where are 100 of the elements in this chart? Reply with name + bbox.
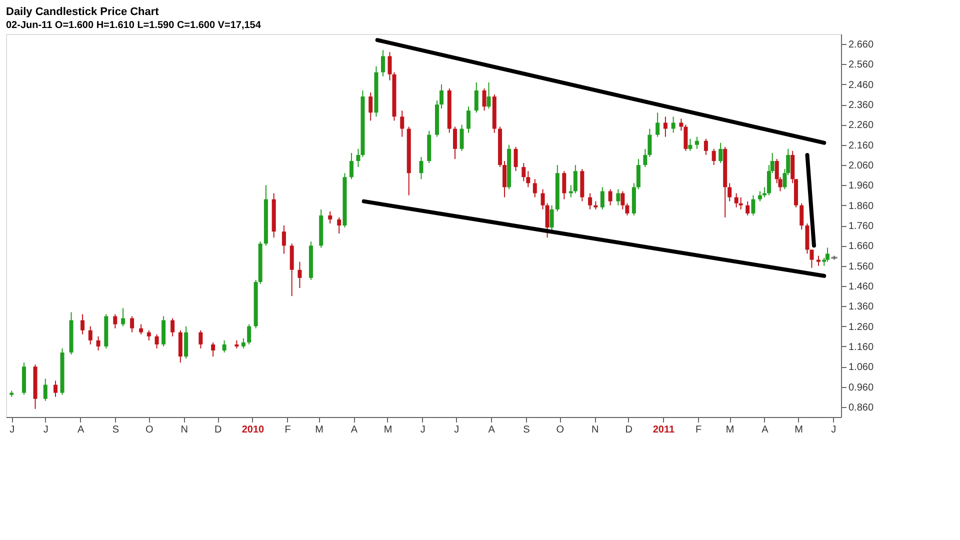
y-tick-label: 2.560 bbox=[848, 60, 874, 71]
candlestick bbox=[816, 255, 820, 266]
x-tick-label: A bbox=[762, 424, 769, 436]
x-tick-label: J bbox=[454, 424, 460, 436]
candlestick bbox=[211, 342, 216, 358]
y-tick-label: 2.060 bbox=[848, 160, 874, 172]
x-tick-label: S bbox=[112, 424, 120, 436]
x-tick-label: S bbox=[523, 424, 530, 436]
candlestick bbox=[758, 190, 762, 202]
candlestick bbox=[704, 138, 708, 156]
candlestick bbox=[80, 314, 85, 335]
candlestick bbox=[800, 202, 804, 230]
candlestick bbox=[608, 188, 612, 206]
candlestick bbox=[282, 225, 286, 254]
candlestick bbox=[718, 142, 723, 164]
candlestick bbox=[600, 186, 604, 210]
candlestick bbox=[545, 202, 550, 238]
candlestick bbox=[643, 148, 648, 168]
x-tick-label: M bbox=[315, 424, 324, 436]
candlestick bbox=[139, 324, 144, 335]
candlestick bbox=[88, 326, 92, 345]
candlestick bbox=[388, 52, 392, 81]
candlestick bbox=[688, 138, 692, 152]
y-tick-label: 2.660 bbox=[848, 40, 874, 51]
candlestick bbox=[636, 158, 640, 190]
candlestick bbox=[241, 338, 246, 349]
y-tick-label: 2.160 bbox=[848, 140, 874, 152]
x-tick-label: A bbox=[77, 424, 84, 436]
x-tick-label: A bbox=[350, 424, 358, 436]
x-tick-label: J bbox=[831, 424, 836, 436]
candlestick bbox=[625, 202, 630, 216]
x-tick-label: J bbox=[420, 424, 426, 436]
candlestick bbox=[96, 336, 100, 351]
candlestick bbox=[588, 192, 592, 210]
x-tick-label: F bbox=[696, 424, 702, 436]
y-tick-label: 2.260 bbox=[848, 120, 874, 132]
candlestick bbox=[400, 110, 404, 138]
x-tick-label: O bbox=[556, 424, 564, 436]
candlestick bbox=[573, 164, 578, 194]
candlestick bbox=[43, 378, 48, 402]
y-tick-label: 0.960 bbox=[848, 382, 874, 394]
candlestick bbox=[514, 146, 518, 172]
candlestick bbox=[712, 148, 716, 166]
y-tick-label: 1.360 bbox=[848, 302, 874, 313]
candlestick bbox=[460, 124, 464, 152]
chart-title: Daily Candlestick Price Chart bbox=[6, 6, 160, 18]
candlestick bbox=[154, 334, 159, 349]
x-tick-label: M bbox=[794, 424, 803, 436]
candlestick bbox=[532, 178, 537, 198]
candlestick bbox=[562, 170, 566, 200]
x-tick-label: N bbox=[180, 424, 188, 436]
candlestick bbox=[694, 136, 699, 150]
candlestick bbox=[54, 380, 58, 398]
candlestick bbox=[466, 106, 471, 134]
y-tick-label: 1.060 bbox=[848, 362, 874, 374]
candlestick bbox=[663, 116, 668, 138]
candlestick bbox=[751, 194, 756, 216]
candlestick bbox=[380, 50, 385, 77]
x-tick-label: J bbox=[10, 424, 15, 436]
candlestick bbox=[671, 116, 676, 134]
candlestick bbox=[738, 196, 743, 210]
candlestick bbox=[130, 316, 134, 333]
candlestick bbox=[568, 184, 573, 198]
candlestick bbox=[440, 84, 444, 110]
x-tick-label: M bbox=[726, 424, 734, 436]
candlestick bbox=[734, 192, 738, 208]
y-tick-label: 1.560 bbox=[848, 261, 874, 272]
candlestick bbox=[522, 162, 526, 182]
candlestick bbox=[337, 216, 342, 234]
candlestick bbox=[298, 261, 302, 288]
candlestick bbox=[616, 188, 620, 206]
candlestick bbox=[121, 308, 126, 327]
candlestick bbox=[474, 82, 478, 114]
y-tick-label: 1.660 bbox=[848, 241, 874, 252]
y-tick-label: 1.960 bbox=[848, 180, 874, 192]
candlestick bbox=[550, 204, 554, 232]
candlestick bbox=[482, 88, 486, 112]
candlestick bbox=[620, 190, 625, 210]
y-tick-label: 2.460 bbox=[848, 80, 874, 91]
y-tick-label: 0.860 bbox=[848, 402, 874, 414]
candlestick bbox=[453, 126, 458, 160]
candlestick bbox=[648, 128, 652, 158]
candlestick bbox=[684, 124, 688, 152]
candlestick bbox=[540, 188, 545, 210]
x-tick-label: F bbox=[284, 424, 291, 436]
y-tick-label: 1.460 bbox=[848, 281, 874, 292]
candlestick bbox=[810, 249, 814, 268]
y-tick-label: 1.860 bbox=[848, 200, 874, 212]
candlestick bbox=[356, 148, 360, 168]
x-tick-label: 2010 bbox=[242, 424, 265, 436]
candlestick bbox=[746, 200, 750, 216]
x-tick-label: D bbox=[214, 424, 222, 436]
candlestick bbox=[247, 324, 252, 345]
candlestick bbox=[368, 92, 373, 122]
candlestick bbox=[679, 118, 684, 132]
x-tick-label: A bbox=[488, 424, 496, 436]
candlestick bbox=[113, 314, 118, 329]
candlestick bbox=[146, 330, 151, 341]
y-tick-label: 1.260 bbox=[848, 322, 874, 333]
candlestick bbox=[222, 340, 226, 353]
